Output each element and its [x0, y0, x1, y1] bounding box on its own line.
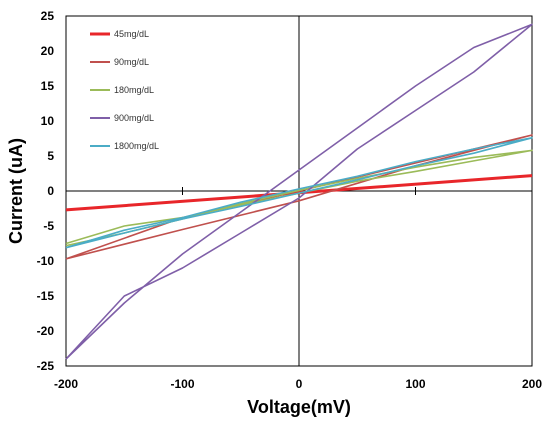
x-tick-label: -200 [54, 377, 78, 391]
y-tick-label: -5 [43, 219, 54, 233]
legend-label: 900mg/dL [114, 113, 154, 123]
legend: 45mg/dL 90mg/dL 180mg/dL 900mg/dL 1800mg/dL [90, 29, 159, 151]
y-tick-label: 0 [47, 184, 54, 198]
legend-label: 45mg/dL [114, 29, 149, 39]
y-tick-label: 25 [41, 9, 55, 23]
x-tick-labels: -200 -100 0 100 200 [54, 377, 542, 391]
x-tick-label: 200 [522, 377, 542, 391]
series-layer [65, 23, 533, 360]
y-tick-label: 20 [41, 44, 55, 58]
y-tick-label: 5 [47, 149, 54, 163]
y-tick-label: -10 [37, 254, 55, 268]
y-tick-label: -15 [37, 289, 55, 303]
legend-label: 180mg/dL [114, 85, 154, 95]
series-line-900mg-dl [65, 23, 533, 360]
series-line-180mg-dl [65, 149, 533, 247]
y-tick-label: -25 [37, 359, 55, 373]
y-axis-title: Current (uA) [6, 138, 26, 244]
x-axis-title: Voltage(mV) [247, 397, 351, 417]
legend-label: 1800mg/dL [114, 141, 159, 151]
x-tick-label: 100 [405, 377, 425, 391]
legend-label: 90mg/dL [114, 57, 149, 67]
x-tick-label: 0 [296, 377, 303, 391]
y-tick-labels: 25 20 15 10 5 0 -5 -10 -15 -20 -25 [37, 9, 55, 373]
y-tick-label: 10 [41, 114, 55, 128]
y-tick-label: -20 [37, 324, 55, 338]
y-tick-label: 15 [41, 79, 55, 93]
series-line-1800mg-dl [65, 137, 533, 249]
x-tick-label: -100 [170, 377, 194, 391]
